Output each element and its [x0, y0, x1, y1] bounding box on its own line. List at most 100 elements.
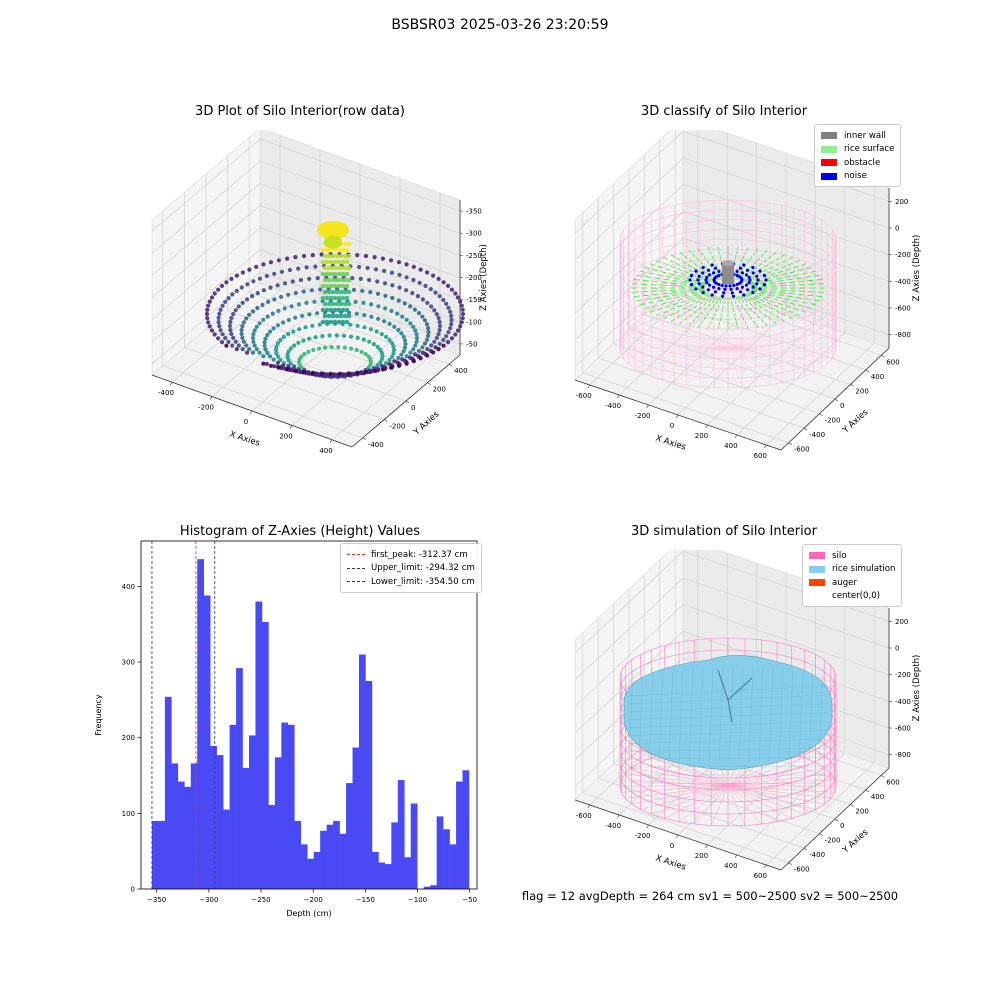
raw-data-point	[350, 276, 355, 281]
raw-data-point	[313, 335, 318, 340]
y-gridline	[582, 632, 789, 864]
raw-data-point	[301, 253, 307, 259]
raw-data-point	[261, 354, 266, 359]
legend-entry-inner-wall: inner wall	[821, 129, 894, 143]
raw-data-point	[326, 289, 332, 295]
raw-data-point	[441, 297, 446, 303]
wall-line	[651, 347, 729, 377]
raw-data-point	[307, 336, 312, 341]
raw-data-point	[414, 339, 419, 344]
rice-surface-mark	[770, 291, 776, 293]
raw-data-point	[412, 307, 417, 312]
raw-data-point	[338, 301, 344, 307]
legend-label: rice simulation	[832, 564, 896, 575]
raw-data-point	[429, 304, 434, 309]
rice-surface-mark	[696, 257, 700, 261]
plot-frame	[140, 540, 478, 890]
noise-point	[738, 266, 743, 270]
mesh-line	[627, 730, 829, 736]
x-tick-label: −100	[408, 896, 427, 904]
rice-surface-mark	[753, 301, 757, 305]
noise-point	[697, 282, 701, 286]
raw-data-point	[387, 321, 392, 326]
raw-data-point	[241, 339, 246, 344]
rice-surface-mark	[696, 315, 700, 319]
raw-data-point	[322, 265, 328, 271]
raw-data-point	[342, 241, 348, 247]
raw-data-point	[368, 327, 373, 332]
raw-data-point	[244, 343, 249, 348]
raw-data-point	[315, 311, 320, 316]
raw-data-point	[363, 369, 369, 375]
raw-data-point	[396, 355, 401, 361]
noise-point	[729, 287, 733, 291]
rice-surface-mark	[715, 308, 718, 313]
rice-surface-mark	[711, 255, 714, 259]
rice-surface-mark	[723, 301, 725, 305]
rice-surface-mark	[743, 308, 747, 312]
raw-data-point	[444, 334, 449, 339]
raw-data-point	[437, 294, 442, 299]
noise-point	[751, 285, 755, 289]
z-gridline	[574, 630, 890, 734]
y-tick	[819, 833, 823, 836]
rice-surface-mark	[801, 310, 807, 313]
rice-surface-mark	[661, 293, 668, 295]
rice-surface-mark	[780, 254, 785, 258]
rice-surface-mark	[700, 261, 704, 265]
rice-surface-mark	[762, 297, 768, 301]
noise-point	[706, 268, 710, 272]
x-tick-label: 600	[754, 872, 767, 880]
raw-data-point	[449, 336, 454, 341]
raw-data-point	[336, 259, 342, 265]
raw-data-point	[432, 308, 437, 313]
rice-surface-mark	[734, 300, 737, 304]
raw-data-point	[216, 320, 221, 325]
raw-data-point	[328, 307, 334, 313]
raw-data-point	[336, 345, 341, 350]
rice-surface-mark	[785, 305, 791, 308]
z-gridline	[574, 184, 890, 287]
raw-data-point	[434, 335, 439, 340]
raw-data-point	[368, 290, 373, 295]
rice-surface-mark	[703, 316, 707, 320]
y-tick-label: -400	[809, 431, 825, 439]
raw-data-point	[324, 271, 330, 277]
rice-surface-mark	[739, 295, 744, 299]
x-tick	[675, 414, 679, 419]
wall-line	[727, 347, 836, 354]
classify-3d-plot: -600-400-2000200400600-600-400-200020040…	[574, 130, 922, 460]
center-swatch	[809, 593, 825, 600]
rice-surface-mark	[636, 274, 642, 277]
raw-data-point	[446, 305, 451, 310]
raw-data-point	[329, 345, 334, 350]
rice-surface-mark	[816, 295, 823, 297]
raw-data-point	[320, 259, 326, 265]
histogram-bar	[313, 851, 321, 889]
rice-surface-mark	[779, 282, 786, 284]
upper-limit-line-swatch	[347, 567, 365, 569]
rice-surface-mark	[724, 296, 726, 301]
raw-data-point	[449, 287, 454, 292]
raw-data-point	[275, 323, 281, 328]
raw-data-point	[279, 294, 284, 299]
rice-surface-mark	[675, 263, 681, 267]
rice-surface-mark	[693, 262, 698, 266]
lower-limit-line-swatch	[347, 581, 365, 583]
raw-data-point	[224, 280, 229, 285]
noise-point	[723, 287, 727, 291]
rice-surface-mark	[752, 252, 756, 256]
raw-data-point	[391, 347, 397, 353]
mesh-line	[648, 667, 654, 763]
raw-data-point	[223, 299, 228, 304]
rice-surface-mark	[672, 270, 678, 274]
raw-data-point	[319, 371, 324, 376]
z-tick-label: -200	[466, 274, 482, 282]
raw-data-point	[223, 336, 228, 341]
y-tick	[834, 818, 839, 822]
raw-data-point	[286, 349, 291, 354]
rice-surface-mark	[717, 326, 719, 330]
raw-data-point	[252, 328, 257, 333]
raw-data-point	[437, 341, 442, 346]
raw-data-point	[415, 294, 420, 299]
